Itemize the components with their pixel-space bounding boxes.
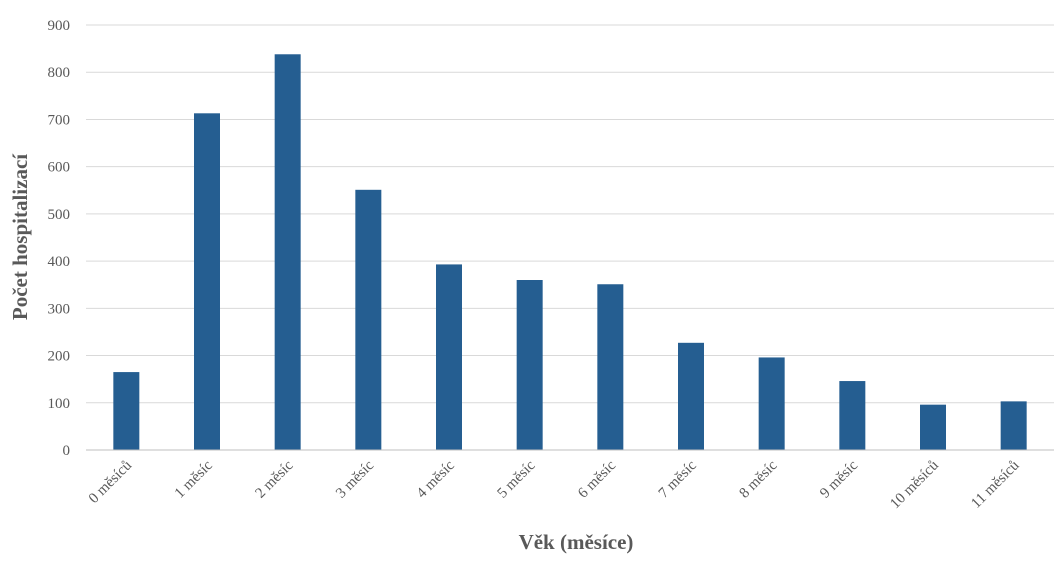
bar (194, 113, 220, 451)
bar (516, 280, 543, 450)
x-tick-label: 8 měsíc (736, 457, 780, 501)
x-axis-ticks: 0 měsíců 1 měsíc 2 měsíc 3 měsíc 4 měsíc 5 mě… (86, 457, 1023, 512)
y-tick-label: 600 (48, 160, 71, 176)
y-tick-label: 800 (48, 65, 71, 81)
bar (1000, 401, 1027, 450)
x-tick-label: 1 měsíc (172, 457, 216, 501)
y-axis-ticks: 0 100 200 300 400 500 600 700 800 900 (48, 18, 71, 459)
y-tick-label: 900 (48, 18, 71, 34)
bar (597, 284, 624, 450)
gridlines (86, 24, 1054, 404)
x-tick-label: 2 měsíc (252, 457, 296, 501)
x-tick-label: 4 měsíc (414, 457, 458, 501)
bar (839, 381, 866, 450)
bar (678, 342, 704, 450)
y-tick-label: 700 (48, 112, 71, 128)
bar (355, 189, 382, 451)
y-tick-label: 400 (48, 254, 71, 270)
x-tick-label: 9 měsíc (817, 457, 861, 501)
x-tick-label: 10 měsíců (887, 457, 942, 512)
x-tick-label: 11 měsíců (968, 457, 1023, 512)
bar (758, 357, 785, 450)
y-tick-label: 200 (48, 349, 71, 365)
y-tick-label: 500 (48, 207, 71, 223)
x-tick-label: 7 měsíc (656, 457, 700, 501)
bar (920, 404, 946, 450)
x-tick-label: 3 měsíc (333, 457, 377, 501)
bar (274, 54, 301, 451)
y-axis-title: Počet hospitalizací (8, 153, 32, 320)
y-tick-label: 300 (48, 301, 71, 317)
x-tick-label: 5 měsíc (494, 457, 538, 501)
x-tick-label: 6 měsíc (575, 457, 619, 501)
x-tick-label: 0 měsíců (86, 457, 136, 507)
bar (113, 372, 140, 450)
y-tick-label: 0 (63, 443, 71, 459)
bars (113, 54, 1027, 451)
bar (436, 264, 462, 450)
y-tick-label: 100 (48, 396, 71, 412)
x-axis-title: Věk (měsíce) (519, 530, 634, 554)
